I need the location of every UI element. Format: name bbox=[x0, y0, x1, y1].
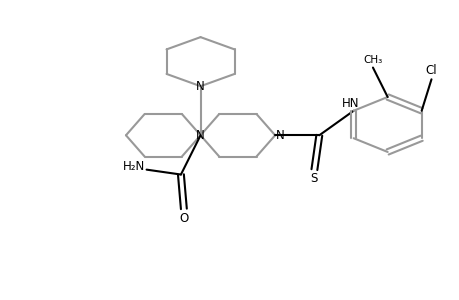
Text: N: N bbox=[275, 129, 284, 142]
Text: H₂N: H₂N bbox=[123, 160, 145, 173]
Text: N: N bbox=[196, 129, 205, 142]
Text: Cl: Cl bbox=[425, 64, 437, 77]
Text: O: O bbox=[179, 212, 188, 225]
Text: CH₃: CH₃ bbox=[363, 55, 382, 65]
Text: HN: HN bbox=[341, 98, 358, 110]
Text: N: N bbox=[196, 80, 205, 93]
Text: S: S bbox=[310, 172, 318, 185]
